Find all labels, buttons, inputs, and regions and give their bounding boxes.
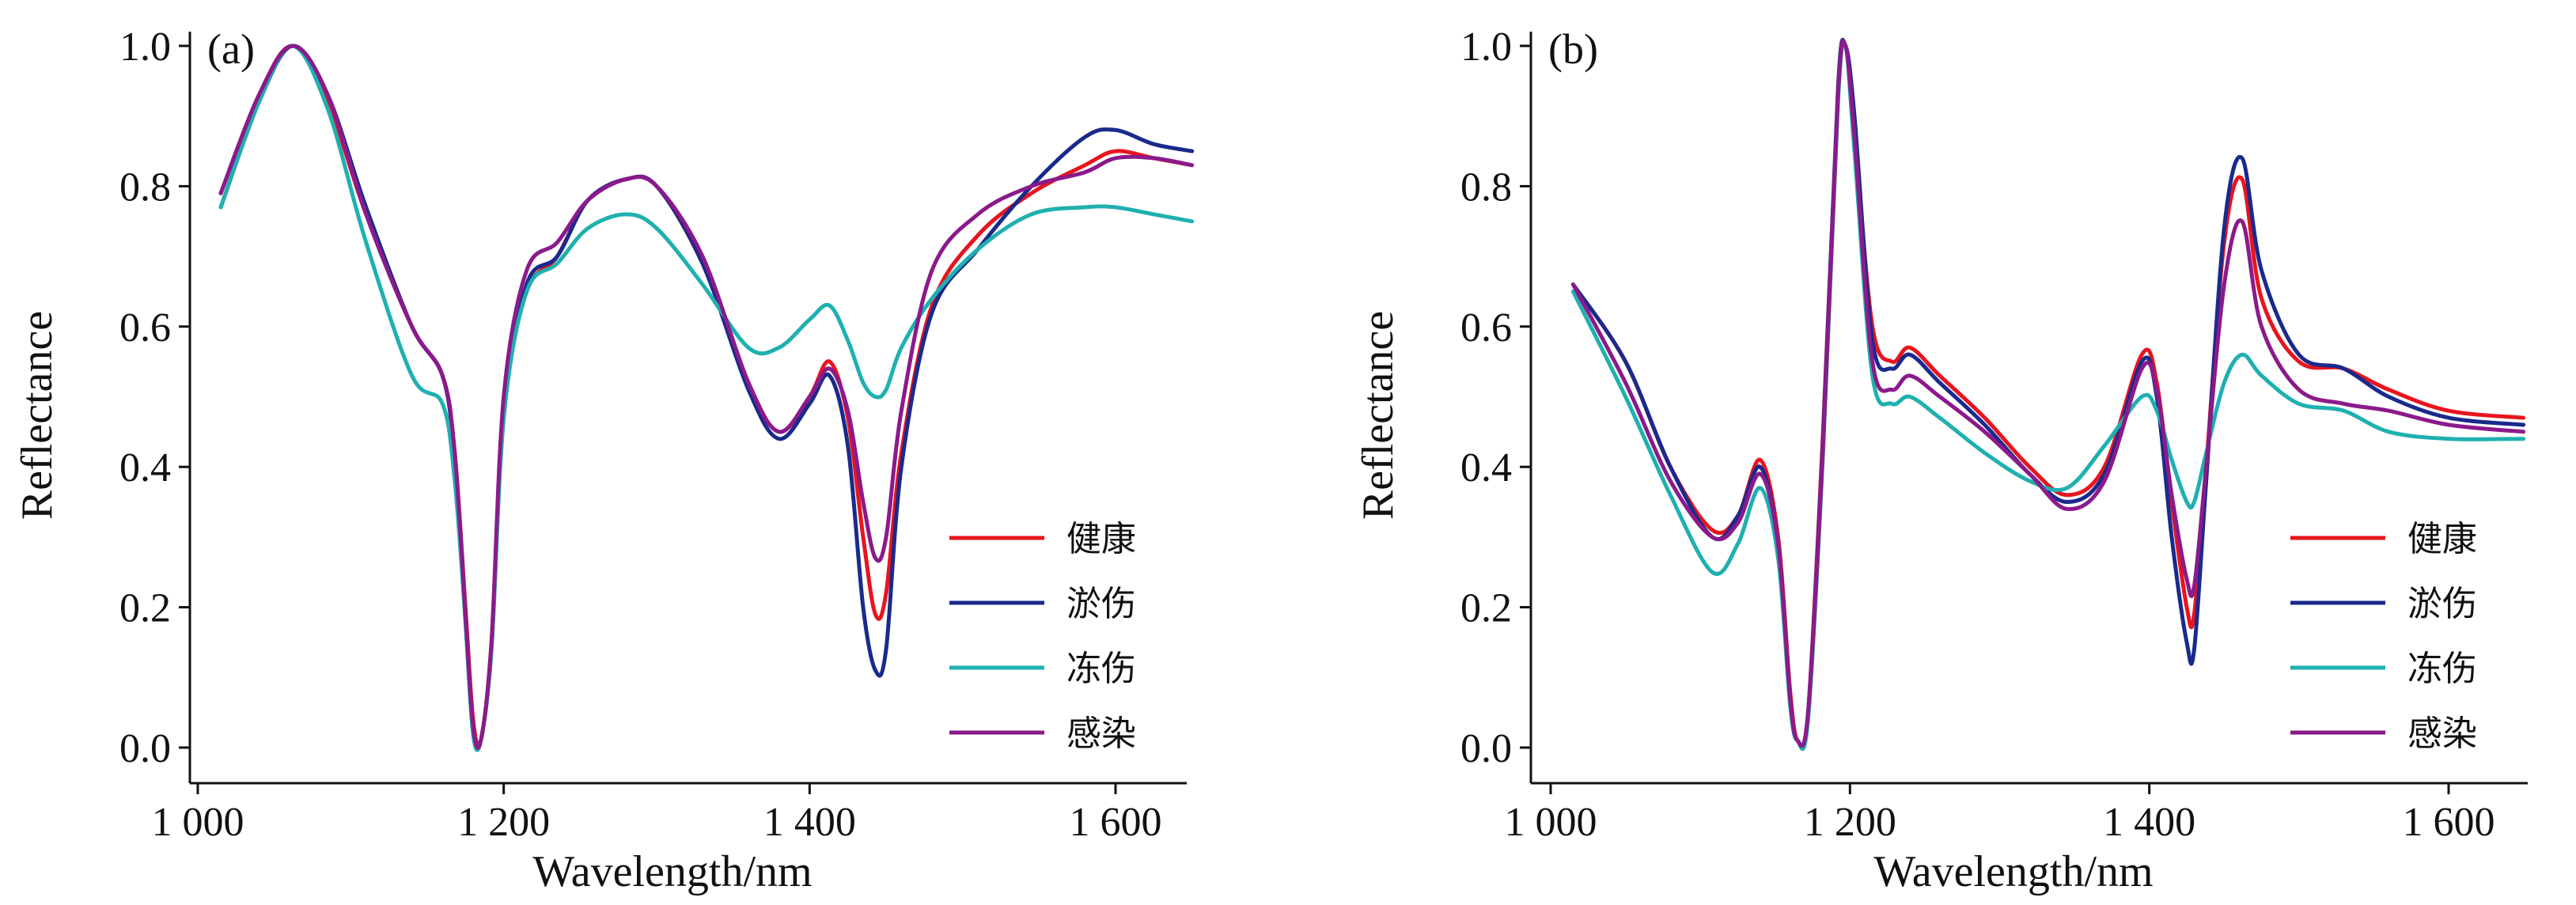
y-tick-label: 0.2 (119, 586, 171, 631)
series-line-2 (1570, 37, 2526, 748)
series-line-4 (1570, 38, 2526, 748)
x-tick-label: 1 600 (1070, 800, 1162, 845)
x-tick-label: 1 200 (457, 800, 550, 845)
x-axis-title: Wavelength/nm (1873, 847, 2153, 896)
series-line-4 (218, 44, 1195, 750)
y-tick-label: 0.2 (1460, 586, 1512, 631)
legend-label: 冻伤 (2407, 649, 2477, 689)
x-tick-label: 1 400 (763, 800, 856, 845)
x-axis-title: Wavelength/nm (532, 847, 812, 896)
y-tick-label: 1.0 (1460, 25, 1512, 70)
legend-label: 感染 (1066, 714, 1136, 754)
series-line-3 (1570, 40, 2526, 752)
legend-label: 感染 (2407, 714, 2477, 754)
chart-panel-1: 0.0 0.2 0.4 0.6 0.8 1.0 1 000 1 200 1 400 1 600 Wa… (13, 25, 1195, 896)
chart-panel-2: 0.0 0.2 0.4 0.6 0.8 1.0 1 000 1 200 1 400 1 600 Wa… (1354, 25, 2528, 896)
y-tick-label: 0.8 (119, 165, 171, 210)
panel-label: (a) (207, 25, 255, 73)
series-line-2 (218, 44, 1195, 752)
y-tick-label: 1.0 (119, 25, 171, 70)
legend-label: 冻伤 (1066, 649, 1136, 689)
x-tick-label: 1 000 (1505, 800, 1597, 845)
panel-label: (b) (1548, 25, 1598, 73)
y-axis-title: Reflectance (1354, 311, 1403, 520)
x-tick-label: 1 200 (1804, 800, 1896, 845)
y-axis-title: Reflectance (13, 311, 62, 520)
y-tick-label: 0.0 (119, 726, 171, 771)
legend-label: 淤伤 (2407, 584, 2477, 624)
x-tick-label: 1 600 (2403, 800, 2495, 845)
y-tick-label: 0.4 (119, 445, 171, 490)
legend-label: 健康 (2407, 519, 2477, 559)
y-tick-label: 0.8 (1460, 165, 1512, 210)
x-tick-label: 1 000 (152, 800, 244, 845)
series-line-3 (218, 44, 1195, 752)
series-line-1 (218, 44, 1195, 748)
legend-label: 淤伤 (1066, 584, 1136, 624)
y-tick-label: 0.6 (1460, 305, 1512, 350)
legend-label: 健康 (1066, 519, 1136, 559)
y-tick-label: 0.4 (1460, 445, 1512, 490)
y-tick-label: 0.0 (1460, 726, 1512, 771)
x-tick-label: 1 400 (2103, 800, 2195, 845)
y-tick-label: 0.6 (119, 305, 171, 350)
